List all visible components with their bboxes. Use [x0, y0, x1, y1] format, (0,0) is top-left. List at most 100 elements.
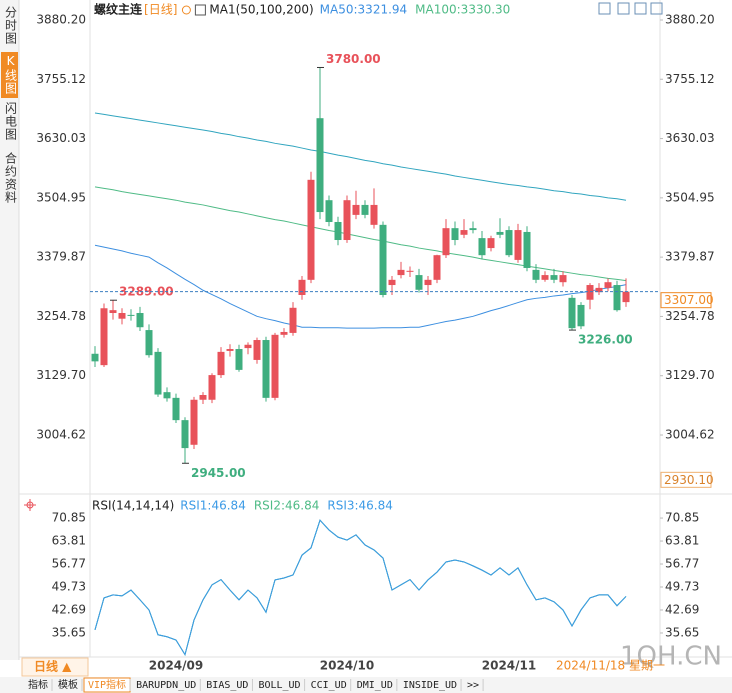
candle-body — [397, 269, 405, 276]
candle-body — [586, 285, 594, 300]
toolbar-text: MA50:3321.94 — [320, 3, 408, 17]
candle-body — [442, 228, 450, 256]
candle-body — [550, 275, 558, 280]
candle-body — [136, 313, 144, 328]
candle-body — [415, 275, 423, 290]
candle-body — [577, 304, 585, 327]
icon[interactable] — [181, 5, 191, 15]
ma-line — [94, 112, 627, 201]
toolbar-text: [日线] — [144, 3, 177, 17]
icon[interactable] — [650, 2, 663, 15]
y-tick-label: 3755.12 — [665, 72, 715, 86]
candle-body — [568, 297, 576, 329]
bottom-tab[interactable]: BIAS_UD — [206, 680, 248, 691]
y-tick-label: 49.73 — [52, 580, 86, 594]
candle-body — [595, 287, 603, 293]
candle-body — [190, 399, 198, 445]
y-tick-label: 70.85 — [665, 511, 699, 525]
y-tick-label: 35.65 — [52, 625, 86, 639]
sidebar-tab[interactable]: 合约资料 — [4, 151, 18, 204]
icon[interactable] — [617, 2, 630, 15]
candle-body — [361, 204, 369, 215]
candle-body — [559, 275, 567, 283]
y-tick-label: 3129.70 — [36, 368, 86, 382]
cursor-price-box — [660, 471, 712, 488]
candle-body — [271, 334, 279, 398]
annotation-label: 2945.00 — [191, 466, 246, 480]
bottom-tab[interactable]: DMI_UD — [357, 680, 393, 691]
candle-body — [469, 228, 477, 231]
sidebar-tab[interactable]: 分时图 — [4, 6, 18, 45]
candle-body — [460, 230, 468, 235]
toolbar-text: MA100:3330.30 — [415, 3, 510, 17]
candle-body — [280, 331, 288, 335]
candle-body — [424, 279, 432, 286]
y-tick-label: 56.77 — [665, 557, 699, 571]
candle-body — [208, 375, 216, 400]
candle-body — [172, 397, 180, 421]
candle-body — [613, 285, 621, 311]
candle-body — [433, 255, 441, 280]
candle-body — [118, 313, 126, 319]
bottom-tab[interactable]: 指标 — [28, 678, 48, 691]
candle-body — [532, 269, 540, 280]
settings-icon[interactable] — [24, 499, 36, 511]
candle-body — [181, 420, 189, 449]
x-tick-label: 2024/10 — [320, 659, 374, 673]
candle-body — [604, 282, 612, 288]
period-box[interactable] — [21, 657, 89, 677]
rsi-line — [94, 519, 627, 656]
ma-line — [94, 186, 627, 282]
candle-body — [244, 344, 252, 349]
candle-body — [316, 118, 324, 213]
candle-body — [352, 204, 360, 215]
y-tick-label: 49.73 — [665, 580, 699, 594]
candle-body — [145, 330, 153, 356]
bottom-tab[interactable]: CCI_UD — [311, 680, 347, 691]
bottom-tab[interactable]: 模板 — [58, 678, 78, 691]
bottom-tab[interactable]: VIP指标 — [88, 678, 126, 691]
candle-body — [226, 349, 234, 351]
candle-body — [622, 291, 630, 303]
y-tick-label: 3004.62 — [36, 428, 86, 442]
bottom-tab[interactable]: BOLL_UD — [258, 680, 300, 691]
legend-item: RSI3:46.84 — [327, 499, 393, 513]
candle-body — [253, 340, 261, 360]
icon[interactable] — [598, 2, 611, 15]
y-tick-label: 3880.20 — [665, 12, 715, 26]
icon[interactable] — [634, 2, 647, 15]
candle-body — [451, 228, 459, 241]
y-tick-label: 3630.03 — [665, 131, 715, 145]
candle-body — [388, 279, 396, 286]
y-tick-label: 35.65 — [665, 625, 699, 639]
bottom-tab[interactable]: INSIDE_UD — [403, 680, 457, 691]
bottom-tab[interactable]: >> — [467, 680, 479, 691]
y-tick-label: 3630.03 — [36, 131, 86, 145]
y-tick-label: 56.77 — [52, 557, 86, 571]
candle-body — [262, 340, 270, 398]
y-tick-label: 3129.70 — [665, 368, 715, 382]
sidebar — [0, 0, 19, 660]
candle-body — [478, 238, 486, 256]
chart-layer: 螺纹主连 [日线] MA1(50,100,200) 3880.20 3880.20 375… — [28, 2, 722, 693]
candle-body — [334, 221, 342, 241]
legend-item: RSI2:46.84 — [254, 499, 320, 513]
candle-body — [307, 179, 315, 280]
cursor-price-label: 2930.10 — [664, 473, 714, 487]
y-tick-label: 63.81 — [52, 534, 86, 548]
sidebar-tab[interactable]: 闪电图 — [4, 102, 18, 141]
annotation-label: 3780.00 — [326, 52, 381, 66]
panel-title: RSI(14,14,14) — [92, 499, 174, 513]
last-price-box — [660, 292, 712, 309]
candle-body — [523, 231, 531, 268]
candle-body — [343, 200, 351, 241]
y-tick-label: 3379.87 — [36, 250, 86, 264]
bottom-tab[interactable]: BARUPDN_UD — [136, 680, 196, 691]
y-tick-label: 3254.78 — [36, 309, 86, 323]
sidebar-tab[interactable]: K线图 — [4, 54, 18, 95]
toolbar-icons[interactable] — [598, 2, 663, 15]
period-button[interactable]: 日线 ▲ — [34, 659, 72, 674]
y-tick-label: 3379.87 — [665, 250, 715, 264]
ma-line — [94, 244, 627, 329]
